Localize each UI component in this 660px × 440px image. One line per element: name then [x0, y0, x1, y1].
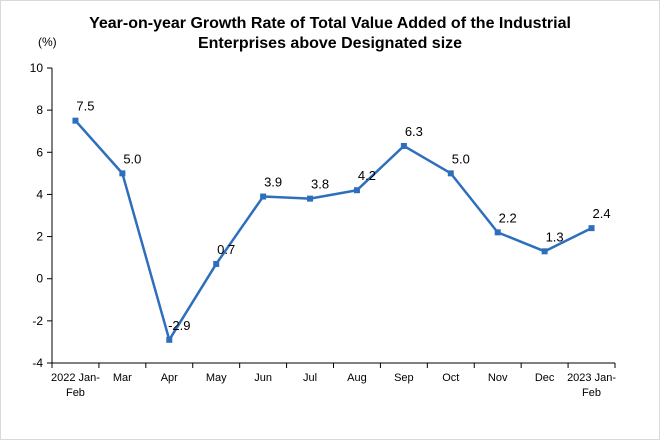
data-point — [541, 248, 548, 255]
chart-title: Year-on-year Growth Rate of Total Value … — [0, 14, 660, 54]
x-tick-label: Sep — [394, 372, 414, 384]
y-tick-label: 6 — [36, 145, 43, 159]
data-label: 3.9 — [264, 175, 282, 190]
data-point — [588, 225, 595, 232]
x-tick-label: Jun — [254, 372, 272, 384]
data-point — [447, 170, 454, 177]
data-point — [166, 336, 173, 343]
data-label: 6.3 — [405, 124, 423, 139]
data-point — [72, 117, 79, 124]
data-point — [353, 187, 360, 194]
data-label: 0.7 — [217, 242, 235, 257]
x-tick-label: Oct — [442, 372, 459, 384]
y-tick-label: 4 — [36, 187, 43, 201]
y-tick-label: 2 — [36, 230, 43, 244]
chart-title-line-1: Year-on-year Growth Rate of Total Value … — [89, 15, 571, 32]
y-axis-unit-label: (%) — [38, 35, 57, 49]
data-label: 5.0 — [123, 151, 141, 166]
data-point — [307, 195, 314, 202]
data-label: 1.3 — [546, 229, 564, 244]
x-tick-label: Nov — [488, 372, 508, 384]
data-label: 4.2 — [358, 168, 376, 183]
x-tick-label: 2023 Jan- — [567, 372, 616, 384]
x-tick-label: Aug — [347, 372, 367, 384]
y-tick-label: 8 — [36, 103, 43, 117]
data-label: -2.9 — [168, 318, 190, 333]
series-line — [74, 119, 593, 342]
y-tick-label: -4 — [32, 356, 43, 370]
data-label: 3.8 — [311, 177, 329, 192]
x-tick-label: Jul — [303, 372, 317, 384]
x-tick-label: 2022 Jan- — [51, 372, 100, 384]
data-point — [400, 142, 407, 149]
data-point — [260, 193, 267, 200]
data-point — [213, 260, 220, 267]
x-tick-label: Mar — [113, 372, 132, 384]
data-point — [119, 170, 126, 177]
data-label: 5.0 — [452, 151, 470, 166]
y-tick-label: -2 — [32, 314, 43, 328]
data-label: 2.4 — [593, 206, 611, 221]
x-tick-label: Feb — [66, 387, 85, 399]
y-tick-label: 10 — [30, 61, 44, 75]
x-tick-label: Feb — [582, 387, 601, 399]
y-tick-label: 0 — [36, 272, 43, 286]
x-tick-label: Dec — [535, 372, 555, 384]
x-tick-label: Apr — [161, 372, 178, 384]
data-point — [494, 229, 501, 236]
chart-title-line-2: Enterprises above Designated size — [197, 35, 463, 52]
data-label: 2.2 — [499, 210, 517, 225]
x-tick-label: May — [206, 372, 227, 384]
data-label: 7.5 — [76, 99, 94, 114]
